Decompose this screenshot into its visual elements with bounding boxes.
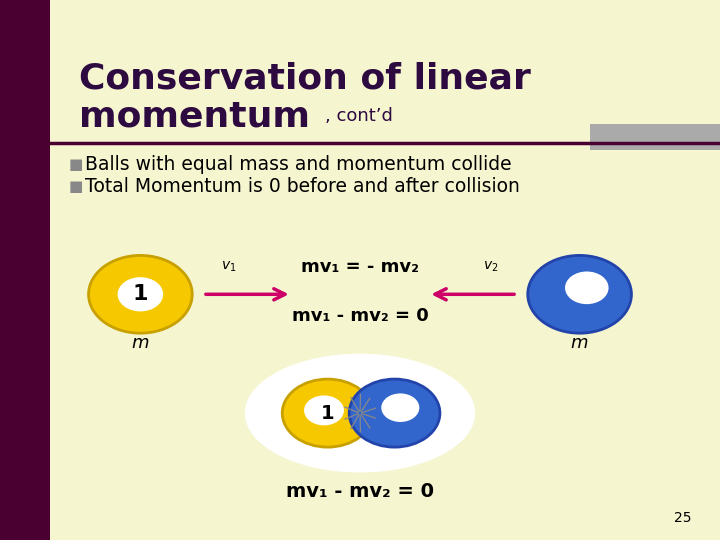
Text: 2: 2 [572, 284, 588, 305]
Text: $\it{v}_1$: $\it{v}_1$ [221, 260, 237, 274]
Text: 25: 25 [674, 511, 691, 525]
Bar [590, 124, 720, 150]
Text: , cont’d: , cont’d [325, 107, 393, 125]
Circle shape [117, 277, 163, 312]
Text: mv₁ - mv₂ = 0: mv₁ - mv₂ = 0 [286, 482, 434, 501]
Text: $\it{v}_2$: $\it{v}_2$ [483, 260, 499, 274]
Text: Balls with equal mass and momentum collide: Balls with equal mass and momentum colli… [85, 155, 512, 174]
Circle shape [349, 379, 440, 447]
Text: ■: ■ [68, 179, 83, 194]
Text: $m$: $m$ [570, 334, 589, 352]
Text: $m$: $m$ [131, 334, 150, 352]
Circle shape [89, 255, 192, 333]
Text: mv₁ = - mv₂: mv₁ = - mv₂ [301, 258, 419, 276]
Text: mv₁ - mv₂ = 0: mv₁ - mv₂ = 0 [292, 307, 428, 325]
Circle shape [304, 395, 344, 426]
Text: ■: ■ [68, 157, 83, 172]
Text: 2: 2 [388, 403, 401, 423]
Circle shape [282, 379, 373, 447]
Circle shape [528, 255, 631, 333]
Circle shape [565, 272, 608, 304]
Text: momentum: momentum [79, 99, 310, 133]
Text: 1: 1 [321, 403, 334, 423]
Text: Total Momentum is 0 before and after collision: Total Momentum is 0 before and after col… [85, 177, 520, 196]
Bar [0, 0, 50, 540]
Text: 1: 1 [132, 284, 148, 305]
Ellipse shape [245, 354, 475, 472]
Circle shape [382, 394, 419, 422]
Text: Conservation of linear: Conservation of linear [79, 62, 531, 95]
